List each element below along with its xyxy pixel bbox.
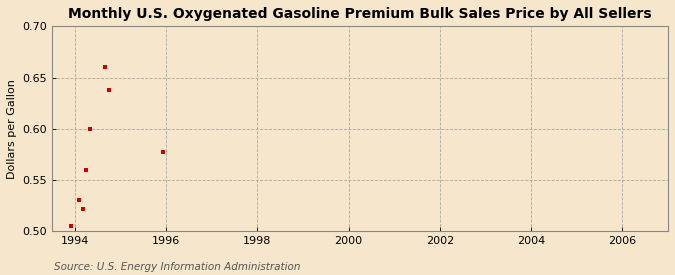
Point	[66, 224, 77, 228]
Y-axis label: Dollars per Gallon: Dollars per Gallon	[7, 79, 17, 179]
Point	[84, 126, 95, 131]
Text: Source: U.S. Energy Information Administration: Source: U.S. Energy Information Administ…	[54, 262, 300, 272]
Point	[77, 207, 88, 211]
Point	[157, 150, 168, 155]
Point	[100, 65, 111, 70]
Point	[81, 167, 92, 172]
Point	[73, 198, 84, 203]
Point	[104, 88, 115, 92]
Title: Monthly U.S. Oxygenated Gasoline Premium Bulk Sales Price by All Sellers: Monthly U.S. Oxygenated Gasoline Premium…	[68, 7, 652, 21]
